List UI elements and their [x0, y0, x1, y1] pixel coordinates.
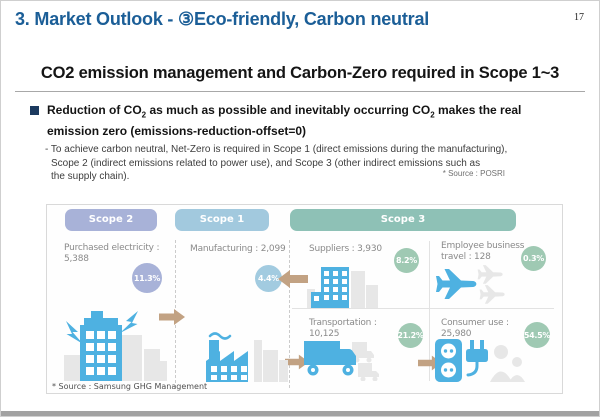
- main-bullet: Reduction of CO2 as much as possible and…: [30, 102, 583, 140]
- sub-bullet-line-3: the supply chain).: [51, 171, 130, 182]
- scope3-pill: Scope 3: [290, 209, 516, 231]
- electricity-building-icon: [60, 305, 167, 385]
- square-bullet-icon: [30, 106, 39, 115]
- consumer-badge: 54.5%: [524, 322, 550, 348]
- airplane-icon: [435, 262, 508, 310]
- consumer-use-label: Consumer use : 25,980: [441, 318, 509, 339]
- page-number: 17: [574, 12, 584, 23]
- people-silhouette: [490, 345, 525, 382]
- transportation-badge: 21.2%: [397, 323, 424, 348]
- suppliers-label: Suppliers : 3,930: [309, 244, 382, 254]
- outlet-plug-icon: [435, 339, 531, 386]
- slide-title: 3. Market Outlook - ③Eco-friendly, Carbo…: [15, 9, 430, 29]
- suppliers-building-icon: [307, 259, 380, 312]
- factory-icon: [200, 330, 288, 386]
- transportation-label: Transportation : 10,125: [309, 318, 377, 339]
- suppliers-badge: 8.2%: [394, 248, 419, 273]
- scope3-vertical-divider: [429, 241, 430, 381]
- sub-bullet: - To achieve carbon neutral, Net-Zero is…: [45, 143, 590, 184]
- bullet-line-1: Reduction of CO2 as much as possible and…: [47, 103, 522, 120]
- purchased-electricity-label: Purchased electricity : 5,388: [64, 243, 160, 264]
- scope1-pill: Scope 1: [175, 209, 269, 231]
- manufacturing-badge: 4.4%: [255, 265, 282, 292]
- purchased-badge: 11.3%: [132, 263, 162, 293]
- manufacturing-label: Manufacturing : 2,099: [190, 244, 286, 254]
- arrow-right-icon: [285, 354, 309, 374]
- source-posri: * Source : POSRI: [442, 169, 505, 178]
- scope3-horizontal-divider: [292, 308, 554, 309]
- bottom-bar: [1, 411, 599, 416]
- truck-icon: [304, 336, 381, 385]
- employee-badge: 0.3%: [521, 246, 546, 271]
- dashed-divider-scope1-scope3: [289, 240, 290, 388]
- sub-bullet-line-1: - To achieve carbon neutral, Net-Zero is…: [45, 144, 508, 155]
- arrow-left-icon: [278, 270, 308, 292]
- bullet-line-2: emission zero (emissions-reduction-offse…: [47, 124, 307, 139]
- main-bullet-text: Reduction of CO2 as much as possible and…: [47, 102, 521, 140]
- arrow-right-icon: [159, 309, 185, 329]
- ghg-diagram-panel: Scope 2 Scope 1 Scope 3 Purchased electr…: [46, 204, 563, 394]
- source-samsung-ghg: * Source : Samsung GHG Management: [52, 382, 208, 391]
- sub-bullet-line-2: Scope 2 (indirect emissions related to p…: [51, 157, 481, 169]
- slide-headline: CO2 emission management and Carbon-Zero …: [15, 53, 585, 92]
- scope2-pill: Scope 2: [65, 209, 157, 231]
- employee-travel-label: Employee business travel : 128: [441, 241, 525, 262]
